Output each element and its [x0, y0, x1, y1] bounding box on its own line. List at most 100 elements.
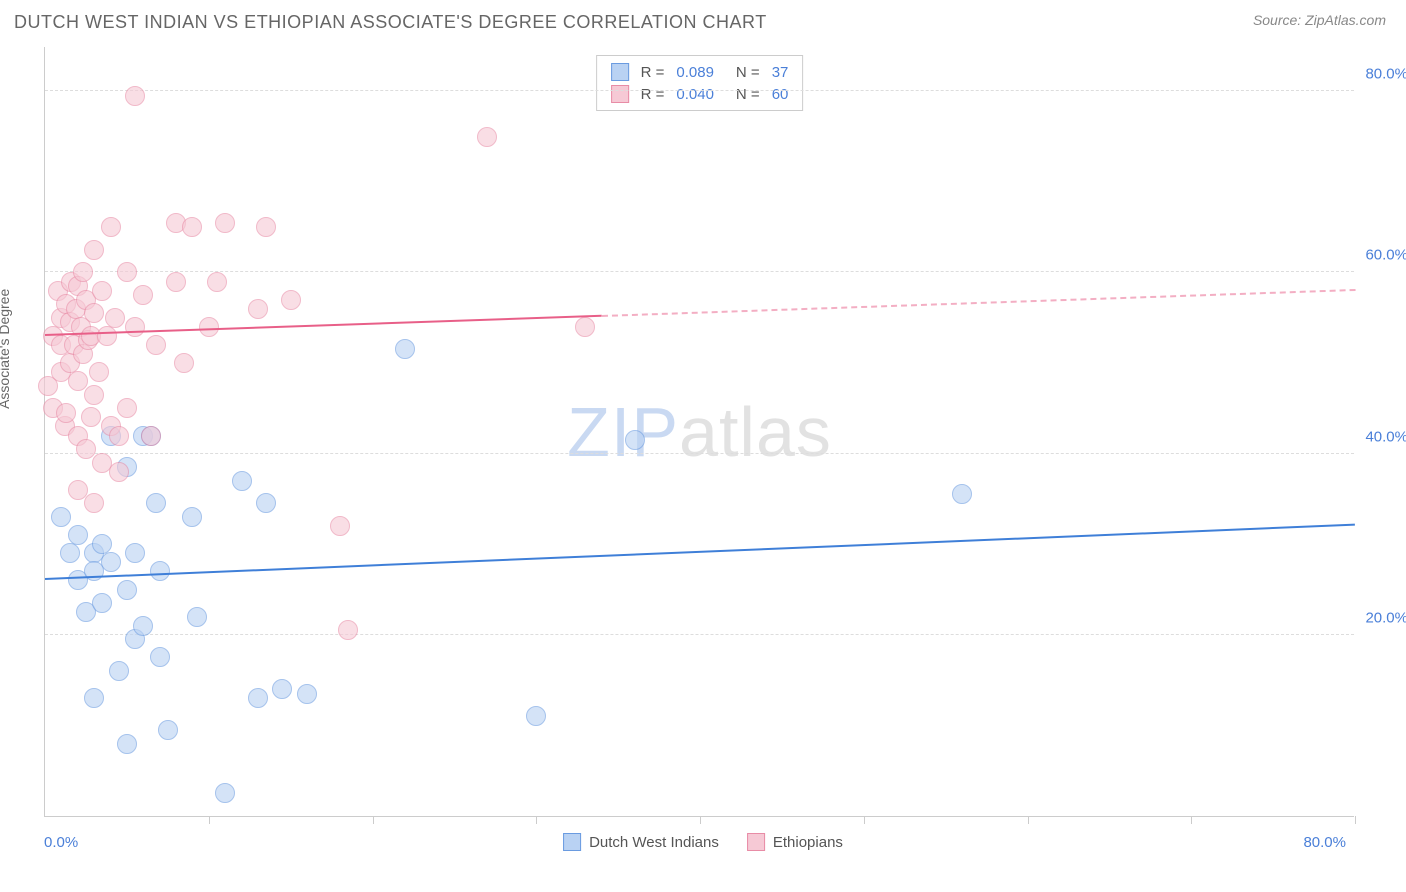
data-point — [207, 272, 227, 292]
n-value: 60 — [772, 86, 789, 103]
n-label: N = — [736, 86, 760, 103]
correlation-row: R =0.040N =60 — [611, 83, 789, 105]
data-point — [158, 720, 178, 740]
data-point — [952, 484, 972, 504]
data-point — [56, 403, 76, 423]
data-point — [92, 534, 112, 554]
watermark-atlas: atlas — [679, 393, 832, 471]
data-point — [84, 688, 104, 708]
data-point — [141, 426, 161, 446]
y-tick-label: 60.0% — [1365, 247, 1406, 264]
x-axis-min-label: 0.0% — [44, 834, 78, 851]
data-point — [272, 679, 292, 699]
data-point — [174, 353, 194, 373]
data-point — [625, 430, 645, 450]
legend-label: Dutch West Indians — [589, 834, 719, 851]
legend-item: Dutch West Indians — [563, 833, 719, 851]
data-point — [256, 493, 276, 513]
data-point — [182, 507, 202, 527]
data-point — [232, 471, 252, 491]
gridline-h — [45, 90, 1354, 91]
data-point — [166, 272, 186, 292]
legend-swatch — [611, 63, 629, 81]
x-tick — [209, 816, 210, 824]
legend-item: Ethiopians — [747, 833, 843, 851]
chart-area: Associate's Degree ZIPatlas R = 0.089 N = 3… — [0, 39, 1406, 859]
data-point — [330, 516, 350, 536]
watermark: ZIPatlas — [567, 392, 832, 472]
data-point — [97, 326, 117, 346]
gridline-h — [45, 271, 1354, 272]
chart-source: Source: ZipAtlas.com — [1253, 12, 1386, 28]
data-point — [575, 317, 595, 337]
data-point — [101, 552, 121, 572]
legend-swatch — [747, 833, 765, 851]
data-point — [84, 303, 104, 323]
y-axis-title: Associate's Degree — [0, 289, 12, 409]
n-label: N = — [736, 64, 760, 81]
legend-swatch — [563, 833, 581, 851]
n-value: 37 — [772, 64, 789, 81]
data-point — [117, 262, 137, 282]
data-point — [89, 362, 109, 382]
data-point — [256, 217, 276, 237]
data-point — [68, 525, 88, 545]
data-point — [60, 543, 80, 563]
legend-swatch — [611, 85, 629, 103]
data-point — [150, 561, 170, 581]
correlation-row: R = 0.089 N = 37 — [611, 61, 789, 83]
y-tick-label: 40.0% — [1365, 428, 1406, 445]
data-point — [526, 706, 546, 726]
data-point — [146, 493, 166, 513]
data-point — [248, 299, 268, 319]
data-point — [101, 217, 121, 237]
data-point — [125, 317, 145, 337]
data-point — [133, 616, 153, 636]
data-point — [146, 335, 166, 355]
data-point — [133, 285, 153, 305]
data-point — [215, 783, 235, 803]
data-point — [109, 462, 129, 482]
data-point — [395, 339, 415, 359]
y-tick-label: 20.0% — [1365, 609, 1406, 626]
data-point — [73, 262, 93, 282]
r-label: R = — [641, 64, 665, 81]
data-point — [105, 308, 125, 328]
watermark-zip: ZIP — [567, 393, 679, 471]
data-point — [81, 407, 101, 427]
data-point — [68, 480, 88, 500]
data-point — [477, 127, 497, 147]
x-tick — [1028, 816, 1029, 824]
gridline-h — [45, 634, 1354, 635]
data-point — [150, 647, 170, 667]
data-point — [51, 507, 71, 527]
data-point — [281, 290, 301, 310]
plot-region: ZIPatlas R =0.089N =37R =0.040N =60 20.0… — [44, 47, 1354, 817]
correlation-legend: R =0.089N =37R =0.040N =60 — [596, 55, 804, 111]
trendline-extrapolated — [602, 289, 1355, 317]
data-point — [84, 493, 104, 513]
r-label: R = — [641, 86, 665, 103]
data-point — [109, 661, 129, 681]
data-point — [215, 213, 235, 233]
x-tick — [864, 816, 865, 824]
data-point — [84, 240, 104, 260]
data-point — [92, 281, 112, 301]
data-point — [199, 317, 219, 337]
data-point — [84, 385, 104, 405]
x-tick — [536, 816, 537, 824]
data-point — [117, 398, 137, 418]
data-point — [338, 620, 358, 640]
data-point — [125, 86, 145, 106]
y-tick-label: 80.0% — [1365, 66, 1406, 83]
chart-title: DUTCH WEST INDIAN VS ETHIOPIAN ASSOCIATE… — [14, 12, 767, 33]
x-axis-max-label: 80.0% — [1303, 834, 1346, 851]
r-value: 0.089 — [676, 64, 714, 81]
trendline — [45, 524, 1355, 580]
data-point — [182, 217, 202, 237]
x-tick — [1191, 816, 1192, 824]
x-tick — [700, 816, 701, 824]
data-point — [187, 607, 207, 627]
x-tick — [1355, 816, 1356, 824]
gridline-h — [45, 453, 1354, 454]
